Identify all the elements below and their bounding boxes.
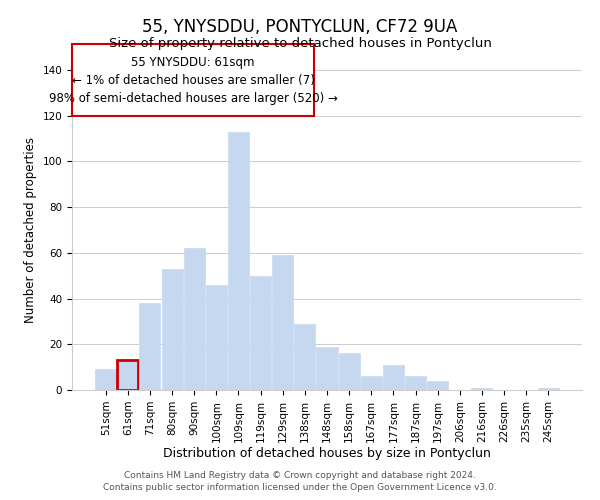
- Bar: [405, 376, 426, 390]
- Text: 55, YNYSDDU, PONTYCLUN, CF72 9UA: 55, YNYSDDU, PONTYCLUN, CF72 9UA: [142, 18, 458, 36]
- Bar: [316, 346, 338, 390]
- Bar: [250, 276, 271, 390]
- Bar: [383, 365, 404, 390]
- Bar: [206, 285, 227, 390]
- Bar: [95, 370, 116, 390]
- Bar: [161, 269, 182, 390]
- Text: Contains HM Land Registry data © Crown copyright and database right 2024.: Contains HM Land Registry data © Crown c…: [124, 471, 476, 480]
- Bar: [295, 324, 316, 390]
- Bar: [538, 388, 559, 390]
- Bar: [118, 360, 139, 390]
- Bar: [427, 381, 448, 390]
- Text: Contains public sector information licensed under the Open Government Licence v3: Contains public sector information licen…: [103, 484, 497, 492]
- FancyBboxPatch shape: [72, 44, 314, 116]
- Bar: [272, 255, 293, 390]
- Bar: [338, 354, 359, 390]
- Text: Size of property relative to detached houses in Pontyclun: Size of property relative to detached ho…: [109, 38, 491, 51]
- Bar: [184, 248, 205, 390]
- Bar: [228, 132, 249, 390]
- Bar: [472, 388, 493, 390]
- Text: 55 YNYSDDU: 61sqm
← 1% of detached houses are smaller (7)
98% of semi-detached h: 55 YNYSDDU: 61sqm ← 1% of detached house…: [49, 56, 338, 104]
- X-axis label: Distribution of detached houses by size in Pontyclun: Distribution of detached houses by size …: [163, 448, 491, 460]
- Y-axis label: Number of detached properties: Number of detached properties: [24, 137, 37, 323]
- Bar: [361, 376, 382, 390]
- Bar: [139, 303, 160, 390]
